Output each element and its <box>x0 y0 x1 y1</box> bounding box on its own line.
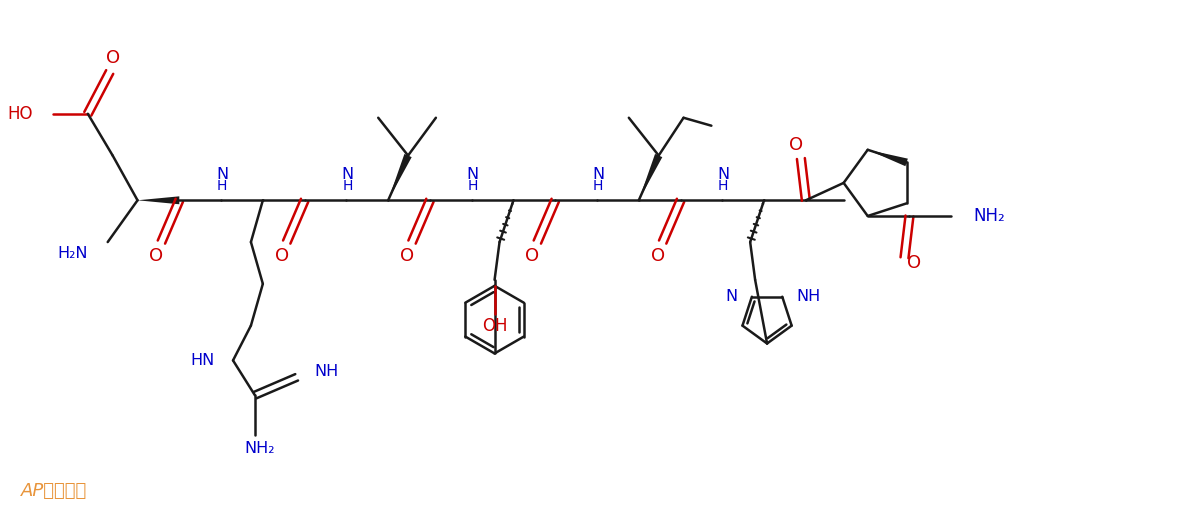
Text: N: N <box>215 167 229 182</box>
Text: NH₂: NH₂ <box>973 207 1004 225</box>
Text: O: O <box>651 247 664 265</box>
Text: N: N <box>341 167 353 182</box>
Polygon shape <box>388 154 412 200</box>
Text: O: O <box>525 247 540 265</box>
Text: O: O <box>150 247 164 265</box>
Text: H: H <box>468 179 478 193</box>
Text: H: H <box>718 179 729 193</box>
Polygon shape <box>868 150 907 166</box>
Polygon shape <box>639 154 662 200</box>
Text: O: O <box>274 247 288 265</box>
Text: O: O <box>105 49 120 67</box>
Text: N: N <box>467 167 479 182</box>
Text: O: O <box>400 247 414 265</box>
Text: N: N <box>725 289 737 304</box>
Text: HO: HO <box>7 105 34 123</box>
Polygon shape <box>138 196 180 204</box>
Text: O: O <box>789 135 803 154</box>
Text: N: N <box>593 167 604 182</box>
Text: NH: NH <box>796 289 820 304</box>
Text: AP专肽生物: AP专肽生物 <box>22 482 87 500</box>
Text: O: O <box>907 254 922 272</box>
Text: OH: OH <box>482 316 508 335</box>
Text: H₂N: H₂N <box>57 246 87 262</box>
Text: NH₂: NH₂ <box>244 442 275 456</box>
Text: H: H <box>593 179 603 193</box>
Text: H: H <box>342 179 353 193</box>
Text: N: N <box>717 167 729 182</box>
Text: HN: HN <box>190 353 215 368</box>
Text: H: H <box>217 179 227 193</box>
Text: NH: NH <box>315 364 339 379</box>
